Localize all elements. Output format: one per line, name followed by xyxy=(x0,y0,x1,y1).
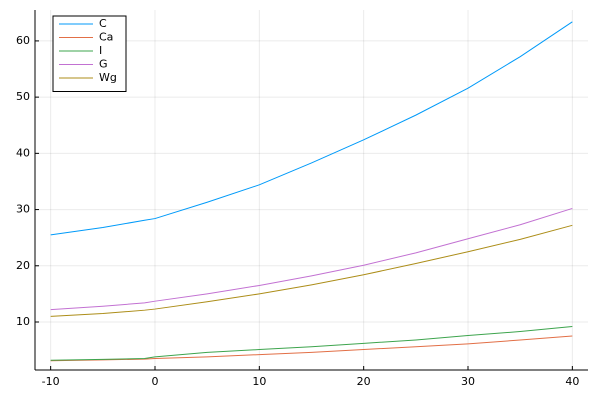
y-tick-label: 10 xyxy=(16,315,30,328)
x-tick-label: 20 xyxy=(357,375,371,388)
line xyxy=(50,335,573,362)
y-tick-label: 50 xyxy=(16,90,30,103)
y-tick-label: 20 xyxy=(16,259,30,272)
legend-label: Ca xyxy=(99,31,113,44)
x-tick-label: -10 xyxy=(42,375,60,388)
x-tick-label: 40 xyxy=(565,375,579,388)
legend-label: I xyxy=(99,44,102,57)
legend-label: G xyxy=(99,58,108,71)
legend-label: Wg xyxy=(99,71,117,84)
y-tick-label: 60 xyxy=(16,34,30,47)
line xyxy=(50,325,573,361)
legend-box xyxy=(52,15,127,92)
line xyxy=(50,207,573,311)
x-tick-label: 10 xyxy=(252,375,266,388)
line xyxy=(50,21,573,236)
legend-label: C xyxy=(99,17,107,30)
y-tick-label: 40 xyxy=(16,146,30,159)
x-tick-label: 30 xyxy=(461,375,475,388)
y-tick-label: 30 xyxy=(16,203,30,216)
line xyxy=(50,224,573,317)
x-tick-label: 0 xyxy=(151,375,158,388)
